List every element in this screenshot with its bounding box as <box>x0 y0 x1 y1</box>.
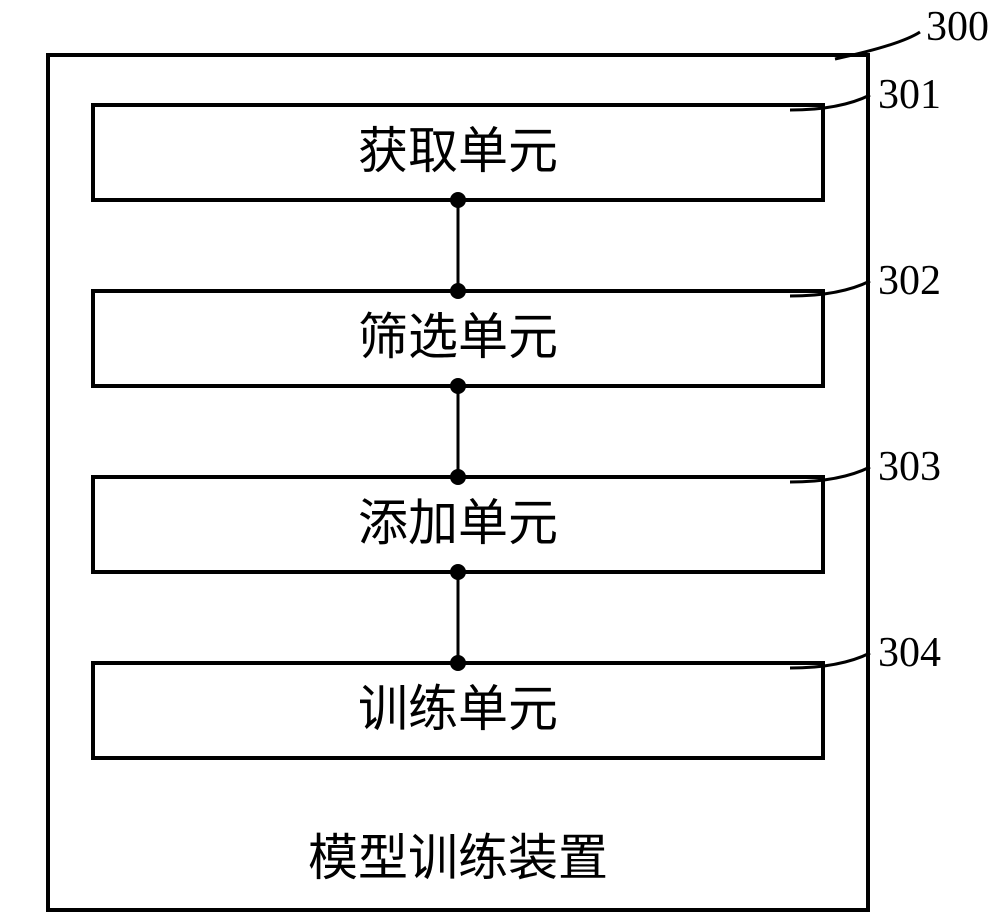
block-label: 添加单元 <box>358 495 558 551</box>
connector-dot-top <box>450 564 466 580</box>
connector-dot-bottom <box>450 283 466 299</box>
block-number: 303 <box>878 444 941 490</box>
connector-dot-bottom <box>450 469 466 485</box>
connector-1 <box>450 192 466 299</box>
label-300: 300 <box>926 4 989 50</box>
block-303: 添加单元 303 <box>93 444 941 572</box>
connector-2 <box>450 378 466 485</box>
block-301: 获取单元 301 <box>93 72 941 200</box>
block-number: 304 <box>878 630 941 676</box>
connector-3 <box>450 564 466 671</box>
block-302: 筛选单元 302 <box>93 258 941 386</box>
block-label: 筛选单元 <box>358 309 558 365</box>
diagram-canvas: 300 获取单元 301 筛选单元 302 添加单元 303 训练单元 304 <box>0 0 1000 915</box>
block-label: 训练单元 <box>358 681 558 737</box>
block-number: 301 <box>878 72 941 118</box>
connector-dot-top <box>450 192 466 208</box>
block-304: 训练单元 304 <box>93 630 941 758</box>
outer-caption: 模型训练装置 <box>308 830 608 886</box>
leader-300 <box>835 32 920 59</box>
block-label: 获取单元 <box>358 123 558 179</box>
block-number: 302 <box>878 258 941 304</box>
connector-dot-bottom <box>450 655 466 671</box>
connector-dot-top <box>450 378 466 394</box>
